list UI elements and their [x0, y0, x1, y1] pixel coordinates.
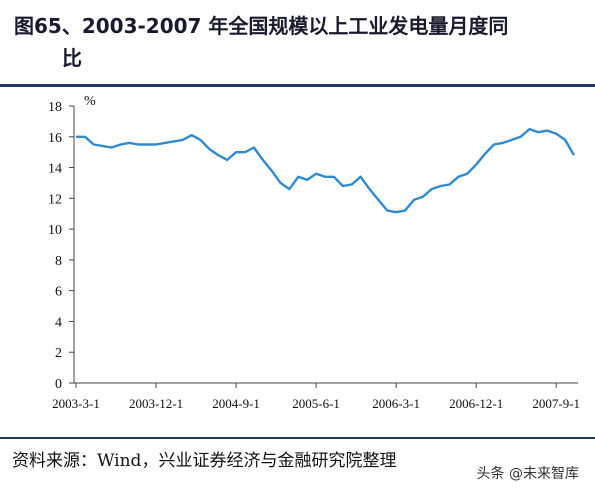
y-tick-label: 8 [55, 254, 62, 269]
x-tick-label: 2006-12-1 [449, 396, 503, 411]
y-tick-label: 2 [55, 346, 62, 361]
bottom-rule [0, 437, 595, 439]
source-note: 资料来源：Wind，兴业证券经济与金融研究院整理 [12, 451, 397, 471]
y-tick-label: 12 [48, 192, 62, 207]
x-tick-label: 2007-9-1 [532, 396, 580, 411]
y-tick-label: 10 [48, 223, 62, 238]
x-tick-label: 2006-3-1 [372, 396, 420, 411]
line-chart: 0 2 4 6 8 10 12 14 16 18% 2003-3-1 2003-12-1 2004-9… [48, 94, 580, 411]
y-tick-label: 18 [48, 100, 62, 115]
y-axis-unit: % [84, 94, 96, 109]
title-line-2: 比 [62, 46, 82, 70]
title-line-1: 图65、2003-2007 年全国规模以上工业发电量月度同 [14, 14, 509, 38]
y-tick-label: 4 [55, 315, 62, 330]
x-tick-label: 2004-9-1 [212, 396, 260, 411]
y-tick-label: 16 [48, 131, 62, 146]
y-tick-label: 14 [48, 162, 62, 177]
x-tick-label: 2003-3-1 [52, 396, 100, 411]
watermark: 头条 @未来智库 [472, 462, 583, 484]
y-axis: 0 2 4 6 8 10 12 14 16 18% [48, 94, 96, 392]
chart-title: 图65、2003-2007 年全国规模以上工业发电量月度同 比 [14, 10, 584, 74]
x-tick-label: 2003-12-1 [129, 396, 183, 411]
x-axis: 2003-3-1 2003-12-1 2004-9-1 2005-6-1 2006-3-… [52, 382, 580, 411]
y-tick-label: 6 [55, 285, 62, 300]
x-tick-label: 2005-6-1 [292, 396, 340, 411]
top-rule [0, 84, 595, 87]
series-group [76, 127, 576, 214]
y-tick-label: 0 [55, 377, 62, 392]
series-line [76, 127, 576, 214]
